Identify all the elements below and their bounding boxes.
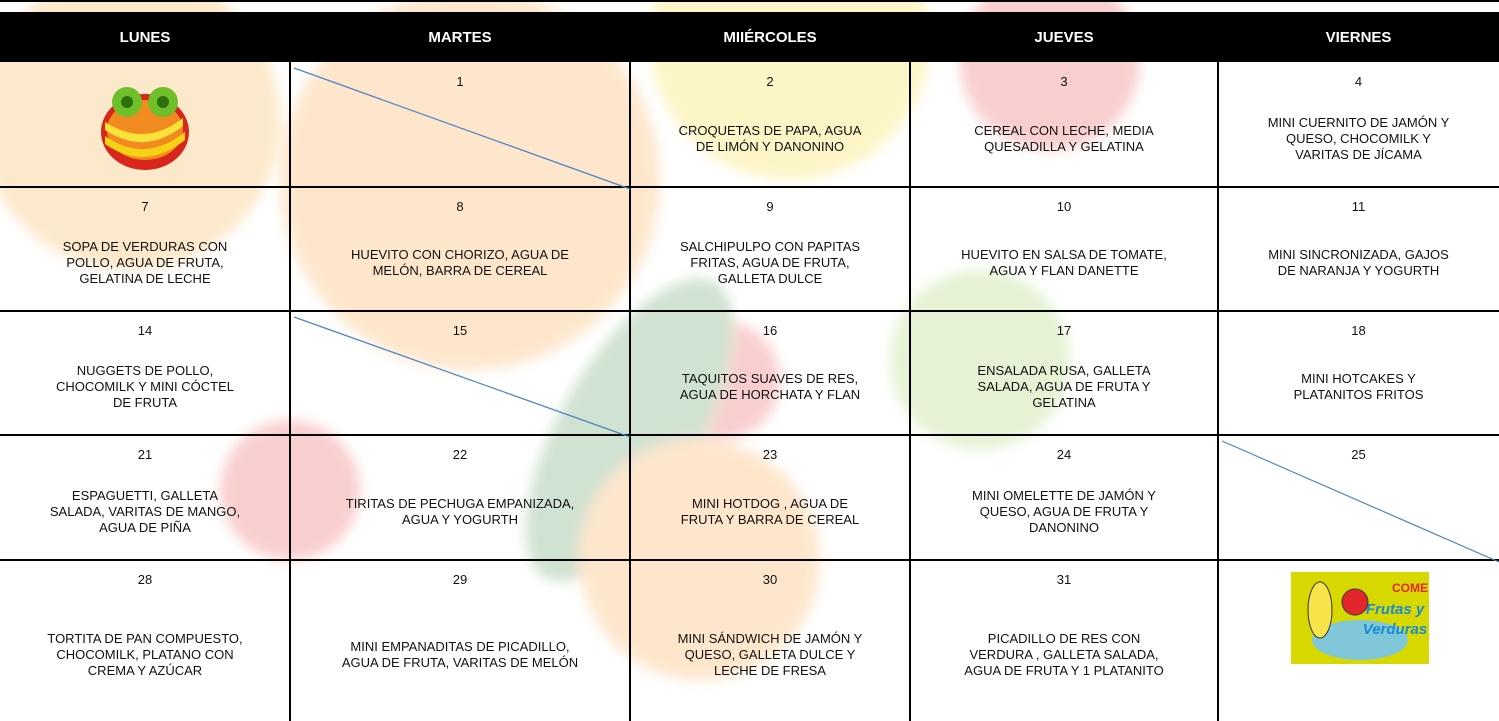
day-cell: 3 CEREAL CON LECHE, MEDIA QUESADILLA Y GE… xyxy=(910,62,1218,187)
day-number: 11 xyxy=(1351,199,1366,214)
day-cell: 14 NUGGETS DE POLLO, CHOCOMILK Y MINI CÓC… xyxy=(0,311,290,435)
day-number: 8 xyxy=(456,199,464,214)
day-number: 7 xyxy=(141,199,149,214)
day-cell: 16 TAQUITOS SUAVES DE RES, AGUA DE HORCHA… xyxy=(630,311,910,435)
day-number: 15 xyxy=(452,323,468,338)
day-cell: 11 MINI SINCRONIZADA, GAJOS DE NARANJA Y … xyxy=(1218,187,1499,311)
day-number: 22 xyxy=(452,447,468,462)
day-number: 14 xyxy=(137,323,153,338)
day-cell: 31 PICADILLO DE RES CON VERDURA , GALLETA… xyxy=(910,560,1218,721)
menu-text: HUEVITO EN SALSA DE TOMATE, AGUA Y FLAN … xyxy=(961,247,1167,278)
day-cell: 28 TORTITA DE PAN COMPUESTO, CHOCOMILK, P… xyxy=(0,560,290,721)
day-cell: 7 SOPA DE VERDURAS CON POLLO, AGUA DE FRU… xyxy=(0,187,290,311)
menu-text: MINI HOTCAKES Y PLATANITOS FRITOS xyxy=(1293,371,1424,402)
day-cell: 9 SALCHIPULPO CON PAPITAS FRITAS, AGUA DE… xyxy=(630,187,910,311)
menu-text: MINI HOTDOG , AGUA DE FRUTA Y BARRA DE C… xyxy=(680,495,860,527)
day-number: 30 xyxy=(762,572,778,587)
day-number: 4 xyxy=(1354,74,1363,89)
day-cell: 29 MINI EMPANADITAS DE PICADILLO, AGUA DE… xyxy=(290,560,630,721)
menu-text: CROQUETAS DE PAPA, AGUA DE LIMÓN Y DANON… xyxy=(678,122,862,154)
day-header: MARTES xyxy=(290,12,630,62)
menu-text: NUGGETS DE POLLO, CHOCOMILK Y MINI CÓCTE… xyxy=(56,363,234,410)
day-number: 10 xyxy=(1056,199,1072,214)
day-number: 3 xyxy=(1060,74,1068,89)
day-number: 25 xyxy=(1351,447,1366,462)
day-number: 2 xyxy=(766,74,774,89)
menu-text: PICADILLO DE RES CON VERDURA , GALLETA S… xyxy=(964,630,1164,678)
day-number: 31 xyxy=(1056,572,1072,587)
menu-text: MINI SÁNDWICH DE JAMÓN Y QUESO, GALLETA … xyxy=(677,630,863,678)
day-number: 9 xyxy=(766,199,774,214)
day-cell: 23 MINI HOTDOG , AGUA DE FRUTA Y BARRA DE… xyxy=(630,435,910,560)
menu-text: CEREAL CON LECHE, MEDIA QUESADILLA Y GEL… xyxy=(974,122,1154,154)
menu-text: TAQUITOS SUAVES DE RES, AGUA DE HORCHATA… xyxy=(679,371,861,402)
day-number: 24 xyxy=(1056,447,1072,462)
day-header: VIERNES xyxy=(1218,12,1499,62)
day-number: 29 xyxy=(452,572,468,587)
day-number: 28 xyxy=(137,572,153,587)
day-cell: 10 HUEVITO EN SALSA DE TOMATE, AGUA Y FLA… xyxy=(910,187,1218,311)
day-number: 1 xyxy=(456,74,464,89)
day-header: MIIÉRCOLES xyxy=(630,12,910,62)
day-cell: 17 ENSALADA RUSA, GALLETA SALADA, AGUA DE… xyxy=(910,311,1218,435)
day-cell: 21 ESPAGUETTI, GALLETA SALADA, VARITAS DE… xyxy=(0,435,290,560)
day-number: 18 xyxy=(1351,323,1366,338)
day-number: 23 xyxy=(762,447,778,462)
day-cell: 25 xyxy=(1218,435,1499,560)
day-cell: 30 MINI SÁNDWICH DE JAMÓN Y QUESO, GALLET… xyxy=(630,560,910,721)
day-cell: 24 MINI OMELETTE DE JAMÓN Y QUESO, AGUA D… xyxy=(910,435,1218,560)
day-header: JUEVES xyxy=(910,12,1218,62)
menu-text: MINI OMELETTE DE JAMÓN Y QUESO, AGUA DE … xyxy=(972,487,1156,535)
day-number: 21 xyxy=(137,447,153,462)
menu-text: SOPA DE VERDURAS CON POLLO, AGUA DE FRUT… xyxy=(62,239,228,286)
day-cell: 18 MINI HOTCAKES Y PLATANITOS FRITOS xyxy=(1218,311,1499,435)
day-cell: 1 xyxy=(290,62,630,187)
menu-text: SALCHIPULPO CON PAPITAS FRITAS, AGUA DE … xyxy=(679,239,861,286)
day-cell: 2 CROQUETAS DE PAPA, AGUA DE LIMÓN Y DANO… xyxy=(630,62,910,187)
day-cell: 15 xyxy=(290,311,630,435)
day-cell: 8 HUEVITO CON CHORIZO, AGUA DE MELÓN, BAR… xyxy=(290,187,630,311)
menu-text: MINI SINCRONIZADA, GAJOS DE NARANJA Y YO… xyxy=(1268,247,1449,278)
menu-text: HUEVITO CON CHORIZO, AGUA DE MELÓN, BARR… xyxy=(351,247,569,278)
menu-text: TIRITAS DE PECHUGA EMPANIZADA, AGUA Y YO… xyxy=(345,495,575,527)
day-header: LUNES xyxy=(0,12,290,62)
day-number: 17 xyxy=(1056,323,1072,338)
menu-text: MINI EMPANADITAS DE PICADILLO, AGUA DE F… xyxy=(341,638,579,670)
menu-text: ENSALADA RUSA, GALLETA SALADA, AGUA DE F… xyxy=(977,363,1151,410)
day-cell: 22 TIRITAS DE PECHUGA EMPANIZADA, AGUA Y … xyxy=(290,435,630,560)
menu-text: TORTITA DE PAN COMPUESTO, CHOCOMILK, PLA… xyxy=(47,630,243,678)
day-cell: 4 MINI CUERNITO DE JAMÓN Y QUESO, CHOCOMI… xyxy=(1218,62,1499,187)
menu-text: ESPAGUETTI, GALLETA SALADA, VARITAS DE M… xyxy=(49,487,241,535)
menu-text: MINI CUERNITO DE JAMÓN Y QUESO, CHOCOMIL… xyxy=(1267,114,1450,162)
day-number: 16 xyxy=(762,323,778,338)
